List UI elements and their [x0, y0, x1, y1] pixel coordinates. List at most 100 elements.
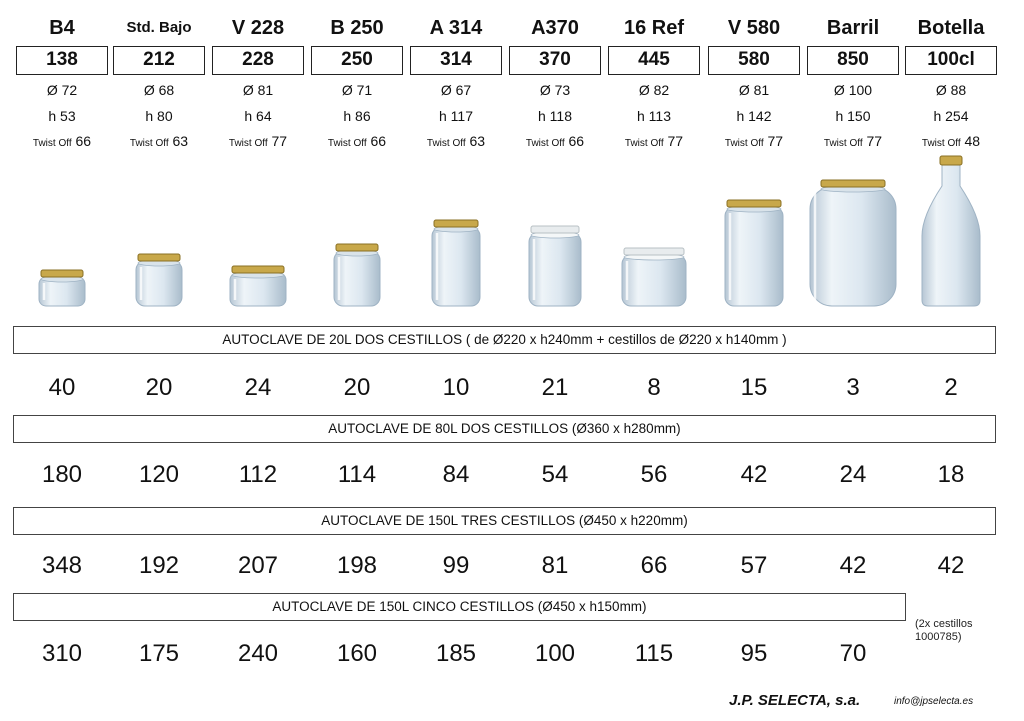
capacity-value: 10 — [442, 374, 470, 401]
jar-image — [509, 150, 601, 330]
product-twist-off: Twist Off 63 — [410, 132, 502, 153]
capacity-value: 40 — [48, 374, 76, 401]
glass-jar-icon — [724, 199, 784, 307]
product-diameter: Ø 73 — [539, 82, 571, 98]
product-code: 228 — [212, 46, 304, 75]
capacity-value: 8 — [647, 374, 661, 401]
section-title-80l: AUTOCLAVE DE 80L DOS CESTILLOS (Ø360 x h… — [13, 415, 996, 443]
capacity-value: 84 — [442, 461, 470, 488]
capacity-value: 120 — [138, 461, 180, 488]
product-height: h 53 — [48, 108, 76, 124]
twist-off-size: 63 — [172, 133, 189, 149]
product-twist-off: Twist Off 66 — [16, 132, 108, 153]
basket-note: (2x cestillos 1000785) — [915, 618, 972, 644]
twist-off-size: 77 — [767, 133, 784, 149]
twist-off-size: 63 — [469, 133, 486, 149]
twist-off-label: Twist Off — [426, 138, 466, 149]
twist-off-label: Twist Off — [624, 138, 664, 149]
product-code: 314 — [410, 46, 502, 75]
glass-jar-icon — [528, 225, 582, 307]
glass-jar-icon — [135, 253, 183, 307]
product-twist-off: Twist Off 66 — [509, 132, 601, 153]
capacity-value: 2 — [944, 374, 958, 401]
product-height: h 64 — [244, 108, 272, 124]
glass-jar-icon — [921, 155, 981, 307]
product-name: Std. Bajo — [126, 19, 192, 36]
capacity-value: 57 — [740, 552, 768, 579]
jar-image — [807, 150, 899, 330]
capacity-value: 95 — [740, 640, 768, 667]
jar-image — [905, 150, 997, 330]
capacity-value: 24 — [244, 374, 272, 401]
twist-off-size: 48 — [964, 133, 981, 149]
glass-jar-icon — [621, 247, 687, 307]
product-diameter: Ø 67 — [440, 82, 472, 98]
capacity-value: 114 — [337, 461, 377, 488]
company-name: J.P. SELECTA, s.a. — [729, 692, 861, 709]
product-height: h 254 — [933, 108, 969, 124]
capacity-value: 42 — [740, 461, 768, 488]
capacity-value: 160 — [336, 640, 378, 667]
section-title-150l-tres: AUTOCLAVE DE 150L TRES CESTILLOS (Ø450 x… — [13, 507, 996, 535]
jar-image — [212, 150, 304, 330]
twist-off-size: 66 — [568, 133, 585, 149]
product-code: 250 — [311, 46, 403, 75]
twist-off-label: Twist Off — [724, 138, 764, 149]
product-height: h 80 — [145, 108, 173, 124]
twist-off-size: 66 — [370, 133, 387, 149]
jar-image — [608, 150, 700, 330]
capacity-value: 192 — [138, 552, 180, 579]
capacity-value: 348 — [41, 552, 83, 579]
twist-off-label: Twist Off — [525, 138, 565, 149]
product-diameter: Ø 81 — [738, 82, 770, 98]
product-twist-off: Twist Off 63 — [113, 132, 205, 153]
product-twist-off: Twist Off 77 — [708, 132, 800, 153]
product-diameter: Ø 72 — [46, 82, 78, 98]
product-code: 138 — [16, 46, 108, 75]
glass-jar-icon — [431, 219, 481, 307]
jar-image — [113, 150, 205, 330]
glass-jar-icon — [333, 243, 381, 307]
twist-off-label: Twist Off — [823, 138, 863, 149]
product-name: B 250 — [330, 17, 384, 39]
jar-image — [410, 150, 502, 330]
product-diameter: Ø 81 — [242, 82, 274, 98]
product-name: V 228 — [231, 17, 285, 39]
product-diameter: Ø 100 — [833, 82, 873, 98]
capacity-value: 115 — [634, 640, 674, 667]
capacity-value: 81 — [541, 552, 569, 579]
twist-off-size: 77 — [866, 133, 883, 149]
capacity-value: 42 — [937, 552, 965, 579]
jar-image — [311, 150, 403, 330]
product-name: B4 — [49, 17, 75, 39]
product-diameter: Ø 82 — [638, 82, 670, 98]
glass-jar-icon — [38, 269, 86, 307]
product-twist-off: Twist Off 77 — [608, 132, 700, 153]
capacity-value: 20 — [343, 374, 371, 401]
company-email: info@jpselecta.es — [894, 696, 974, 707]
twist-off-size: 77 — [667, 133, 684, 149]
capacity-value: 180 — [41, 461, 83, 488]
jar-image — [16, 150, 108, 330]
twist-off-size: 66 — [75, 133, 92, 149]
product-name: A 314 — [429, 17, 483, 39]
product-height: h 142 — [736, 108, 772, 124]
product-name: A370 — [531, 17, 579, 39]
twist-off-label: Twist Off — [327, 138, 367, 149]
product-height: h 113 — [637, 108, 671, 124]
product-twist-off: Twist Off 77 — [807, 132, 899, 153]
capacity-value: 56 — [640, 461, 668, 488]
product-height: h 86 — [343, 108, 371, 124]
basket-note-line1: (2x cestillos — [915, 618, 973, 630]
product-diameter: Ø 68 — [143, 82, 175, 98]
capacity-value: 20 — [145, 374, 173, 401]
capacity-value: 54 — [541, 461, 569, 488]
product-twist-off: Twist Off 77 — [212, 132, 304, 153]
product-diameter: Ø 88 — [935, 82, 967, 98]
product-height: h 150 — [835, 108, 871, 124]
capacity-value: 185 — [435, 640, 477, 667]
product-name: 16 Ref — [623, 17, 685, 39]
product-name: Botella — [917, 17, 985, 39]
glass-jar-icon — [809, 179, 897, 307]
twist-off-size: 77 — [271, 133, 288, 149]
